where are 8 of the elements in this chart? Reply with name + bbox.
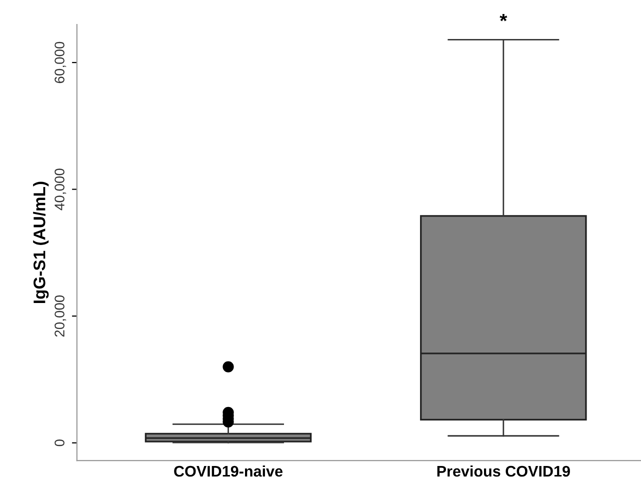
annotation: * <box>500 14 508 22</box>
x-tick-label: COVID19-naive <box>174 465 283 477</box>
y-tick-label: 0 <box>54 440 64 446</box>
y-axis-title: IgG-S1 (AU/mL) <box>33 182 49 304</box>
x-tick-label: Previous COVID19 <box>437 465 570 477</box>
y-tick-label: 60,000 <box>54 42 66 84</box>
y-tick-label: 20,000 <box>54 295 66 337</box>
y-tick-label: 40,000 <box>54 168 66 210</box>
